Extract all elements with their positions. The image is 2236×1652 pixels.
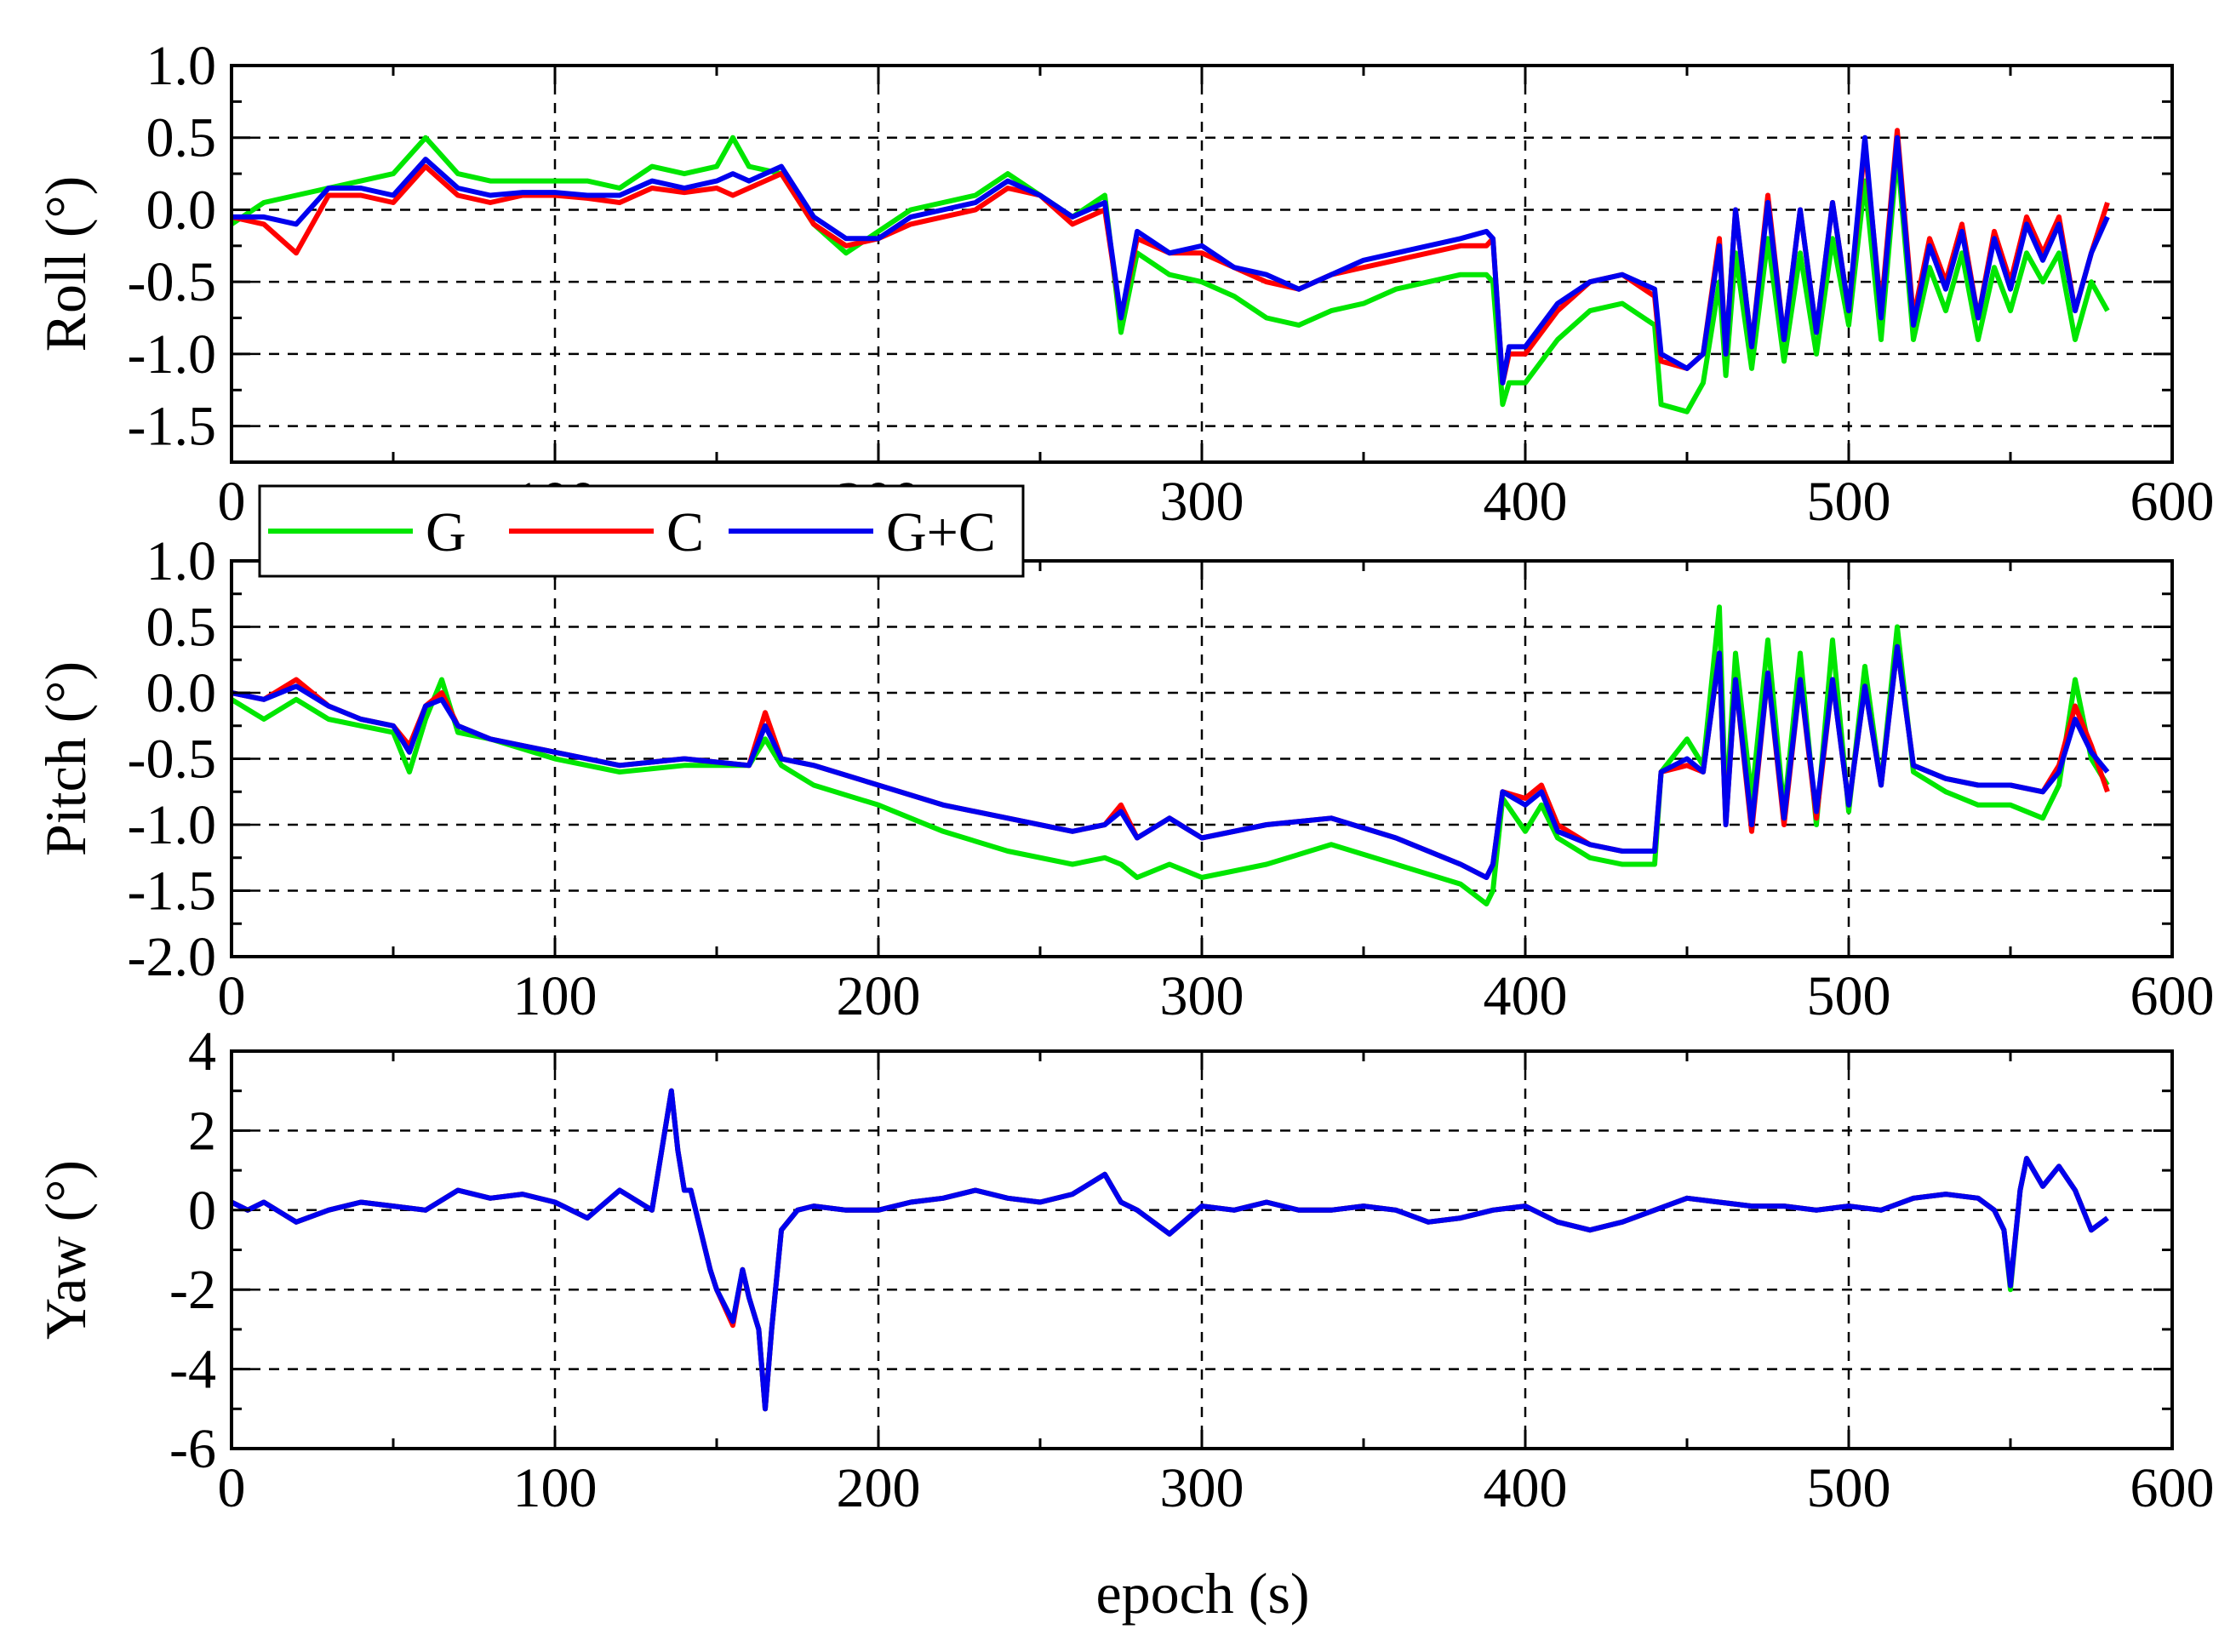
yaw-x-tick-label: 100 [513,1457,598,1519]
yaw-y-axis-title: Yaw (°) [33,1160,98,1340]
chart-panels: 0100200300400500600-1.5-1.0-0.50.00.51.0… [33,35,2215,1519]
yaw-panel: 0 100 200 300 400 500 600 -6 -4 -2 0 2 4 Yaw (°) [33,1020,2215,1519]
roll-y-tick-label: -1.5 [128,396,216,458]
roll-x-tick-label: 600 [2130,471,2215,533]
pitch-x-tick-label: 600 [2130,965,2215,1027]
legend-label-g: G [426,501,466,563]
roll-x-tick-label: 400 [1484,471,1568,533]
pitch-y-tick-label: -0.5 [128,729,216,791]
roll-y-axis-title: Roll (°) [33,176,98,352]
yaw-x-tick-label: 200 [837,1457,921,1519]
yaw-series-gplusc [232,1088,2109,1412]
roll-y-tick-label: -0.5 [128,251,216,313]
legend-label-c: C [666,501,704,563]
yaw-y-tick-label: -4 [169,1339,216,1401]
pitch-y-tick-label: 0.5 [146,597,217,659]
roll-y-tick-label: 0.5 [146,107,217,169]
yaw-x-tick-label: 500 [1807,1457,1891,1519]
yaw-x-tick-label: 600 [2130,1457,2215,1519]
yaw-y-tick-label: 4 [188,1020,216,1083]
pitch-y-tick-label: 0.0 [146,662,217,724]
pitch-x-tick-label: 500 [1807,965,1891,1027]
roll-series-gplusc [232,134,2110,386]
pitch-y-tick-label: -1.0 [128,794,216,856]
yaw-y-tick-label: -6 [169,1418,216,1480]
pitch-y-tick-label: -2.0 [128,926,216,988]
roll-x-tick-label: 500 [1807,471,1891,533]
roll-x-tick-label: 0 [218,471,246,533]
roll-x-tick-label: 300 [1160,471,1244,533]
roll-panel: 0100200300400500600-1.5-1.0-0.50.00.51.0… [33,35,2215,533]
yaw-x-tick-label: 0 [218,1457,246,1519]
pitch-legend: G C G+C [258,484,1025,578]
roll-y-tick-label: -1.0 [128,323,216,386]
pitch-panel: 0 100 200 300 400 500 600 -2.0-1.5-1.0-0.50.00.… [33,484,2215,1027]
pitch-y-axis-title: Pitch (°) [33,661,98,856]
pitch-x-tick-label: 400 [1484,965,1568,1027]
pitch-x-tick-label: 300 [1160,965,1244,1027]
yaw-x-tick-label: 300 [1160,1457,1244,1519]
roll-y-tick-label: 1.0 [146,35,217,97]
legend-label-gplusc: G+C [886,501,996,563]
pitch-x-tick-label: 100 [513,965,598,1027]
pitch-y-tick-label: 1.0 [146,530,217,592]
roll-series-c [232,128,2110,386]
yaw-y-tick-label: 2 [188,1100,216,1162]
pitch-x-tick-label: 200 [837,965,921,1027]
roll-y-tick-label: 0.0 [146,179,217,241]
x-axis-title: epoch (s) [1095,1561,1309,1626]
pitch-x-tick-label: 0 [218,965,246,1027]
pitch-series-gplusc [232,643,2110,880]
pitch-y-tick-label: -1.5 [128,860,216,923]
yaw-x-tick-label: 400 [1484,1457,1568,1519]
yaw-y-tick-label: -2 [169,1259,216,1321]
yaw-y-tick-label: 0 [188,1180,216,1242]
